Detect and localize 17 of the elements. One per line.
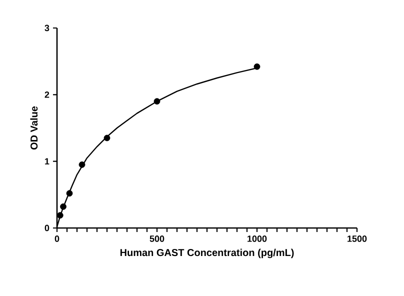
point [254, 63, 260, 70]
x-tick-label: 500 [150, 236, 164, 242]
x-tick-label: 0 [54, 236, 60, 242]
x-tick-label: 1500 [348, 236, 367, 242]
x-axis-title: Human GAST Concentration (pg/mL) [120, 248, 294, 258]
point [78, 161, 86, 168]
point [66, 190, 73, 197]
y-axis-title: OD Value [30, 106, 38, 150]
y-tick-label: 3 [44, 24, 50, 32]
point [154, 98, 160, 105]
y-tick-label: 0 [44, 224, 50, 232]
point [60, 203, 66, 210]
x-tick-label: 1000 [248, 236, 267, 242]
y-tick-label: 1 [45, 158, 50, 164]
point [56, 212, 64, 219]
point [104, 134, 110, 142]
y-tick-label: 2 [44, 92, 50, 98]
